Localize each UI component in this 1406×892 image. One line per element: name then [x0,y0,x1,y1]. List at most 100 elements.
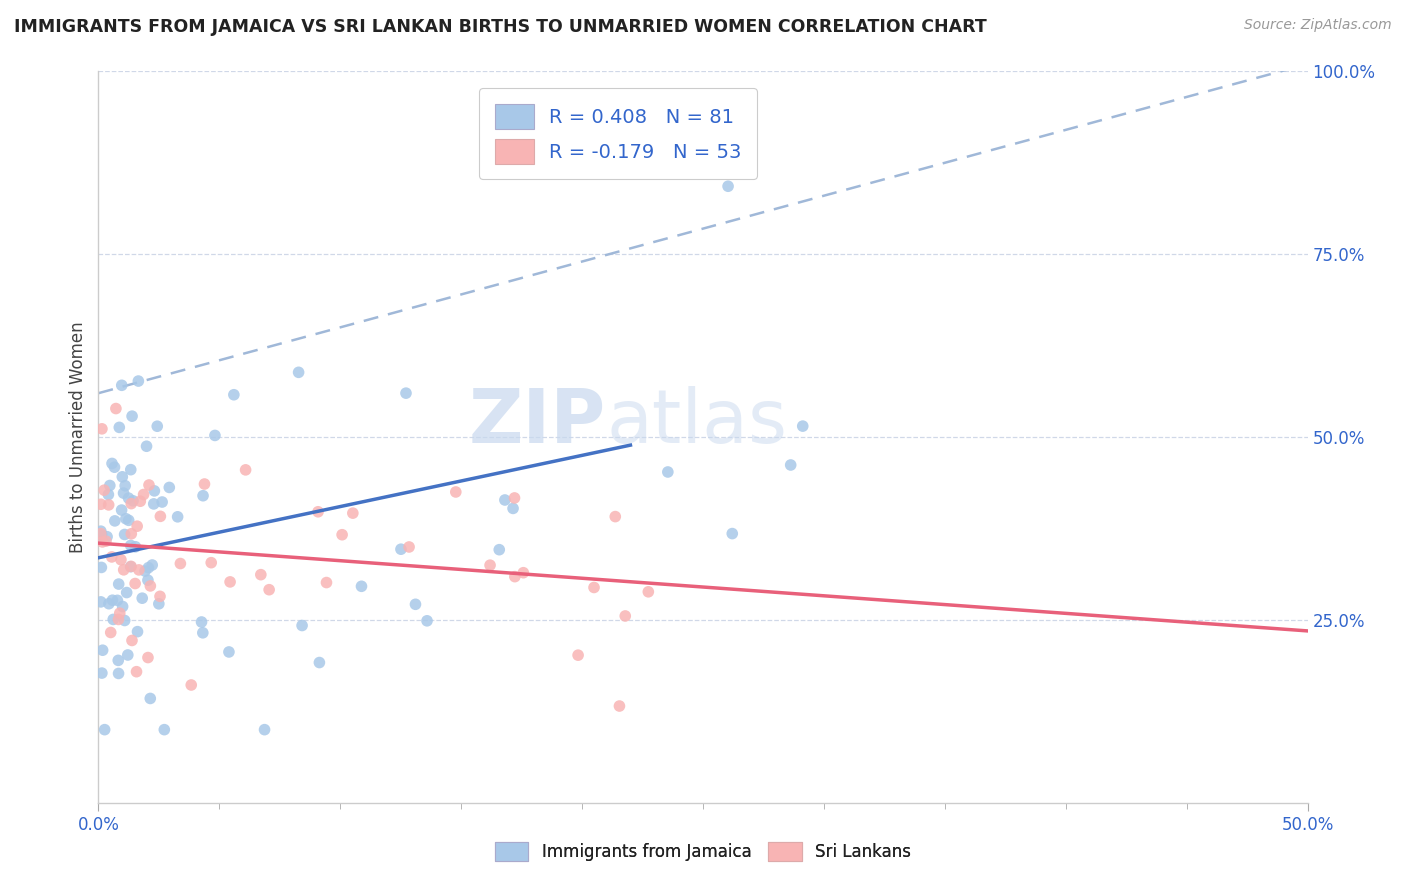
Point [90,422,112,436]
Point [90,524,112,538]
Point [204,428,226,442]
Point [127,374,149,388]
Point [91,643,114,657]
Point [149,590,172,604]
Point [657,465,679,479]
Point [100,625,122,640]
Point [110,503,132,517]
Point [101,457,124,471]
Point [93,723,115,737]
Point [605,509,627,524]
Point [120,538,142,552]
Point [117,491,139,505]
Point [97,498,120,512]
Point [308,656,330,670]
Point [90,529,112,543]
Point [111,378,134,392]
Point [191,489,214,503]
Point [131,591,153,606]
Point [103,612,125,626]
Point [90,528,112,542]
Point [136,650,159,665]
Point [479,558,502,573]
Point [108,420,131,434]
Point [512,566,534,580]
Point [721,526,744,541]
Point [127,624,149,639]
Point [121,409,143,424]
Point [330,527,353,541]
Point [114,479,136,493]
Point [90,666,112,681]
Point [444,485,467,500]
Point [567,648,589,662]
Point [148,597,170,611]
Point [107,577,129,591]
Point [100,549,122,564]
Point [398,540,420,554]
Point [200,556,222,570]
Point [141,558,163,572]
Point [112,486,135,500]
Point [104,514,127,528]
Point [395,386,418,401]
Point [93,483,115,498]
Point [717,179,740,194]
Point [129,494,152,508]
Point [120,463,142,477]
Point [107,666,129,681]
Point [120,497,142,511]
Point [218,645,240,659]
Point [124,540,146,554]
Point [90,497,112,511]
Point [98,478,121,492]
Point [107,653,129,667]
Text: Source: ZipAtlas.com: Source: ZipAtlas.com [1244,18,1392,32]
Point [111,470,134,484]
Point [107,612,129,626]
Point [235,463,257,477]
Point [90,560,112,574]
Point [150,495,173,509]
Point [291,618,314,632]
Point [166,509,188,524]
Point [494,493,516,508]
Point [114,527,136,541]
Text: IMMIGRANTS FROM JAMAICA VS SRI LANKAN BIRTHS TO UNMARRIED WOMEN CORRELATION CHAR: IMMIGRANTS FROM JAMAICA VS SRI LANKAN BI… [14,18,987,36]
Point [146,419,169,434]
Point [132,487,155,501]
Point [97,487,120,501]
Point [127,519,149,533]
Point [124,576,146,591]
Point [96,530,118,544]
Point [108,606,131,620]
Legend: Immigrants from Jamaica, Sri Lankans: Immigrants from Jamaica, Sri Lankans [488,835,918,868]
Point [614,609,637,624]
Point [112,563,135,577]
Point [307,505,329,519]
Point [110,553,132,567]
Point [125,665,148,679]
Point [90,526,112,541]
Point [582,581,605,595]
Point [637,584,659,599]
Point [342,506,364,520]
Point [180,678,202,692]
Text: atlas: atlas [606,386,787,459]
Point [135,439,157,453]
Point [405,597,427,611]
Point [121,633,143,648]
Y-axis label: Births to Unmarried Women: Births to Unmarried Women [69,321,87,553]
Point [138,560,160,574]
Point [136,573,159,587]
Point [389,542,412,557]
Point [193,477,215,491]
Point [350,579,373,593]
Point [120,526,142,541]
Point [114,614,136,628]
Point [191,625,214,640]
Point [287,365,309,379]
Point [138,478,160,492]
Point [142,497,165,511]
Point [134,564,156,578]
